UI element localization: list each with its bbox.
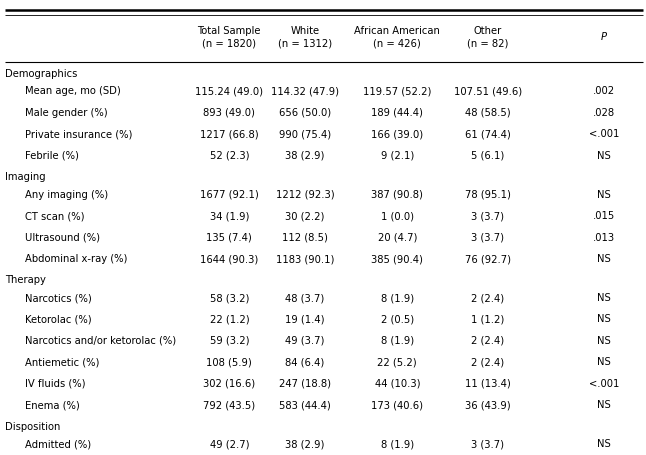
- Text: 792 (43.5): 792 (43.5): [203, 399, 255, 410]
- Text: 3 (3.7): 3 (3.7): [471, 232, 505, 242]
- Text: <.001: <.001: [589, 378, 620, 388]
- Text: 5 (6.1): 5 (6.1): [471, 151, 505, 161]
- Text: Total Sample
(n = 1820): Total Sample (n = 1820): [198, 26, 261, 49]
- Text: 1644 (90.3): 1644 (90.3): [200, 253, 258, 263]
- Text: 115.24 (49.0): 115.24 (49.0): [195, 86, 264, 96]
- Text: Ultrasound (%): Ultrasound (%): [25, 232, 99, 242]
- Text: 76 (92.7): 76 (92.7): [464, 253, 511, 263]
- Text: 49 (2.7): 49 (2.7): [209, 438, 249, 448]
- Text: Admitted (%): Admitted (%): [25, 438, 90, 448]
- Text: 114.32 (47.9): 114.32 (47.9): [271, 86, 339, 96]
- Text: 59 (3.2): 59 (3.2): [209, 335, 249, 345]
- Text: 8 (1.9): 8 (1.9): [380, 293, 414, 303]
- Text: 583 (44.4): 583 (44.4): [279, 399, 331, 410]
- Text: 20 (4.7): 20 (4.7): [378, 232, 417, 242]
- Text: 990 (75.4): 990 (75.4): [279, 129, 331, 139]
- Text: NS: NS: [597, 438, 611, 448]
- Text: 8 (1.9): 8 (1.9): [380, 438, 414, 448]
- Text: 19 (1.4): 19 (1.4): [285, 314, 325, 324]
- Text: 36 (43.9): 36 (43.9): [465, 399, 510, 410]
- Text: 78 (95.1): 78 (95.1): [464, 189, 511, 199]
- Text: Enema (%): Enema (%): [25, 399, 79, 410]
- Text: 1183 (90.1): 1183 (90.1): [276, 253, 334, 263]
- Text: 84 (6.4): 84 (6.4): [286, 357, 324, 367]
- Text: .028: .028: [593, 108, 615, 118]
- Text: Imaging: Imaging: [5, 172, 46, 182]
- Text: Private insurance (%): Private insurance (%): [25, 129, 132, 139]
- Text: 30 (2.2): 30 (2.2): [286, 211, 324, 221]
- Text: 2 (0.5): 2 (0.5): [380, 314, 414, 324]
- Text: 22 (1.2): 22 (1.2): [209, 314, 249, 324]
- Text: 189 (44.4): 189 (44.4): [371, 108, 423, 118]
- Text: 247 (18.8): 247 (18.8): [279, 378, 331, 388]
- Text: <.001: <.001: [589, 129, 620, 139]
- Text: Mean age, mo (SD): Mean age, mo (SD): [25, 86, 120, 96]
- Text: 893 (49.0): 893 (49.0): [203, 108, 255, 118]
- Text: Febrile (%): Febrile (%): [25, 151, 78, 161]
- Text: 58 (3.2): 58 (3.2): [210, 293, 249, 303]
- Text: Therapy: Therapy: [5, 275, 46, 285]
- Text: 61 (74.4): 61 (74.4): [465, 129, 510, 139]
- Text: 38 (2.9): 38 (2.9): [286, 151, 324, 161]
- Text: 3 (3.7): 3 (3.7): [471, 211, 505, 221]
- Text: CT scan (%): CT scan (%): [25, 211, 84, 221]
- Text: 135 (7.4): 135 (7.4): [207, 232, 252, 242]
- Text: 1 (1.2): 1 (1.2): [471, 314, 505, 324]
- Text: NS: NS: [597, 293, 611, 303]
- Text: White
(n = 1312): White (n = 1312): [278, 26, 332, 49]
- Text: 52 (2.3): 52 (2.3): [209, 151, 249, 161]
- Text: 22 (5.2): 22 (5.2): [377, 357, 417, 367]
- Text: NS: NS: [597, 335, 611, 345]
- Text: 48 (58.5): 48 (58.5): [465, 108, 510, 118]
- Text: Disposition: Disposition: [5, 421, 61, 431]
- Text: 302 (16.6): 302 (16.6): [203, 378, 255, 388]
- Text: 387 (90.8): 387 (90.8): [371, 189, 423, 199]
- Text: 107.51 (49.6): 107.51 (49.6): [453, 86, 522, 96]
- Text: 1 (0.0): 1 (0.0): [380, 211, 414, 221]
- Text: 112 (8.5): 112 (8.5): [282, 232, 328, 242]
- Text: 2 (2.4): 2 (2.4): [471, 335, 505, 345]
- Text: 2 (2.4): 2 (2.4): [471, 357, 505, 367]
- Text: Other
(n = 82): Other (n = 82): [467, 26, 508, 49]
- Text: 48 (3.7): 48 (3.7): [286, 293, 324, 303]
- Text: Narcotics (%): Narcotics (%): [25, 293, 91, 303]
- Text: 9 (2.1): 9 (2.1): [380, 151, 414, 161]
- Text: 108 (5.9): 108 (5.9): [207, 357, 252, 367]
- Text: .015: .015: [593, 211, 615, 221]
- Text: 44 (10.3): 44 (10.3): [375, 378, 420, 388]
- Text: 1677 (92.1): 1677 (92.1): [200, 189, 258, 199]
- Text: NS: NS: [597, 253, 611, 263]
- Text: 2 (2.4): 2 (2.4): [471, 293, 505, 303]
- Text: 8 (1.9): 8 (1.9): [380, 335, 414, 345]
- Text: Abdominal x-ray (%): Abdominal x-ray (%): [25, 253, 127, 263]
- Text: 173 (40.6): 173 (40.6): [371, 399, 423, 410]
- Text: African American
(n = 426): African American (n = 426): [355, 26, 440, 49]
- Text: 3 (3.7): 3 (3.7): [471, 438, 505, 448]
- Text: 1217 (66.8): 1217 (66.8): [200, 129, 258, 139]
- Text: 166 (39.0): 166 (39.0): [371, 129, 423, 139]
- Text: 11 (13.4): 11 (13.4): [465, 378, 510, 388]
- Text: P: P: [601, 32, 607, 42]
- Text: Demographics: Demographics: [5, 69, 78, 79]
- Text: NS: NS: [597, 151, 611, 161]
- Text: 119.57 (52.2): 119.57 (52.2): [363, 86, 432, 96]
- Text: 34 (1.9): 34 (1.9): [210, 211, 249, 221]
- Text: 1212 (92.3): 1212 (92.3): [276, 189, 334, 199]
- Text: NS: NS: [597, 314, 611, 324]
- Text: Male gender (%): Male gender (%): [25, 108, 107, 118]
- Text: IV fluids (%): IV fluids (%): [25, 378, 85, 388]
- Text: NS: NS: [597, 189, 611, 199]
- Text: 38 (2.9): 38 (2.9): [286, 438, 324, 448]
- Text: Ketorolac (%): Ketorolac (%): [25, 314, 91, 324]
- Text: Any imaging (%): Any imaging (%): [25, 189, 108, 199]
- Text: 49 (3.7): 49 (3.7): [286, 335, 324, 345]
- Text: Antiemetic (%): Antiemetic (%): [25, 357, 99, 367]
- Text: .013: .013: [593, 232, 615, 242]
- Text: Narcotics and/or ketorolac (%): Narcotics and/or ketorolac (%): [25, 335, 176, 345]
- Text: NS: NS: [597, 357, 611, 367]
- Text: 385 (90.4): 385 (90.4): [371, 253, 423, 263]
- Text: NS: NS: [597, 399, 611, 410]
- Text: .002: .002: [593, 86, 615, 96]
- Text: 656 (50.0): 656 (50.0): [279, 108, 331, 118]
